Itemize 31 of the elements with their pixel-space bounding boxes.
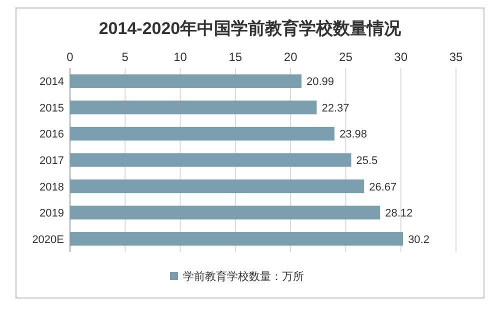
bar xyxy=(70,153,352,167)
bar xyxy=(70,206,380,220)
y-tick-label: 2016 xyxy=(40,128,64,141)
data-label: 26.67 xyxy=(369,181,397,194)
data-label: 25.5 xyxy=(356,155,378,167)
y-tick-label: 2020E xyxy=(32,234,64,246)
data-label: 28.12 xyxy=(385,208,413,220)
data-label: 22.37 xyxy=(322,102,350,114)
y-tick-label: 2018 xyxy=(40,181,64,194)
data-label: 20.99 xyxy=(306,76,334,88)
bar xyxy=(70,179,364,194)
x-tick-label: 10 xyxy=(174,50,188,64)
y-tick-label: 2017 xyxy=(40,155,64,167)
data-label: 23.98 xyxy=(339,128,367,141)
x-tick-label: 5 xyxy=(122,50,129,64)
legend-label: 学前教育学校数量：万所 xyxy=(183,270,304,283)
y-tick-label: 2019 xyxy=(40,208,64,220)
bar xyxy=(70,126,334,141)
chart-title: 2014-2020年中国学前教育学校数量情况 xyxy=(98,18,402,38)
bar xyxy=(70,232,404,246)
x-tick-label: 0 xyxy=(66,50,74,64)
bar xyxy=(70,74,302,88)
x-tick-label: 20 xyxy=(284,50,298,64)
bar xyxy=(70,100,317,114)
x-tick-label: 25 xyxy=(339,50,353,64)
x-tick-label: 30 xyxy=(394,50,408,64)
x-tick-label: 35 xyxy=(449,50,463,64)
data-label: 30.2 xyxy=(408,234,430,246)
y-tick-label: 2015 xyxy=(40,102,64,114)
y-tick-label: 2014 xyxy=(40,76,64,88)
x-tick-label: 15 xyxy=(228,50,242,64)
